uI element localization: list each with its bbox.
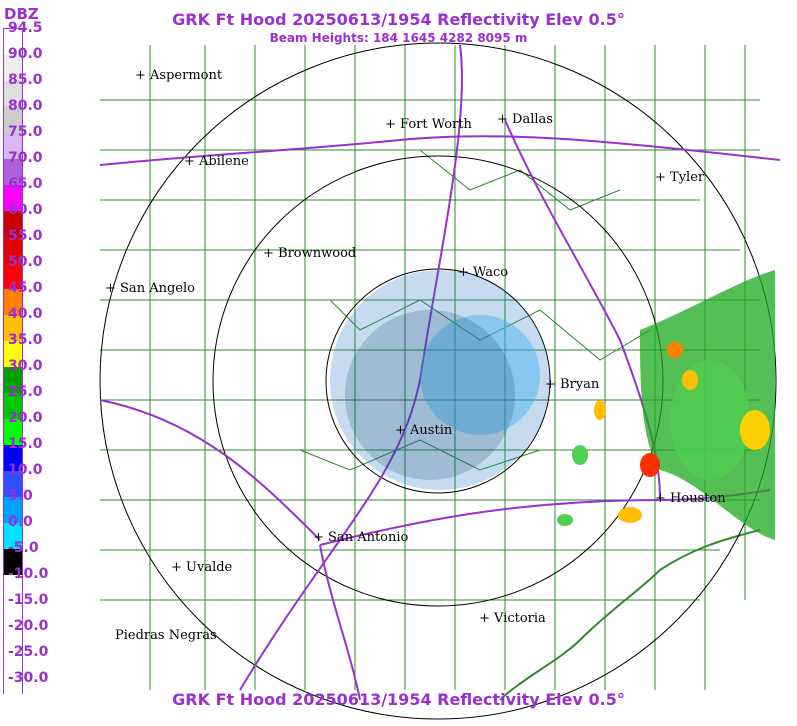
city-victoria: + Victoria [479, 611, 546, 626]
city-san-antonio: + San Antonio [313, 530, 409, 545]
city-houston: + Houston [655, 491, 726, 506]
legend-swatch [4, 497, 22, 523]
legend-swatch [4, 211, 22, 237]
legend-label: -30.0 [8, 670, 49, 686]
legend-unit: DBZ [4, 5, 39, 23]
legend-label: -25.0 [8, 644, 49, 660]
legend-label: 65.0 [8, 176, 43, 192]
legend-color-bar [3, 28, 23, 705]
legend-label: 85.0 [8, 72, 43, 88]
legend-label: 5.0 [8, 488, 33, 504]
city-bryan: + Bryan [545, 377, 600, 392]
city-aspermont: + Aspermont [135, 68, 223, 83]
legend-swatch [4, 159, 22, 185]
legend-label: 75.0 [8, 124, 43, 140]
legend-swatch [4, 29, 22, 55]
legend-swatch [4, 237, 22, 263]
legend-swatch [4, 185, 22, 211]
legend-label: 50.0 [8, 254, 43, 270]
legend-swatch [4, 263, 22, 289]
dbz-legend: DBZ 94.5 90.0 85.0 80.0 75.0 70.0 65.0 60.0 55.0… [0, 0, 48, 726]
city-abilene: + Abilene [184, 154, 249, 169]
legend-swatch [4, 341, 22, 367]
legend-swatch [4, 289, 22, 315]
city-austin: + Austin [395, 423, 453, 438]
reflectivity-echo-central [330, 270, 550, 490]
legend-label: 60.0 [8, 202, 43, 218]
legend-label: 45.0 [8, 280, 43, 296]
legend-swatch [4, 315, 22, 341]
legend-swatch [4, 445, 22, 471]
legend-label: 80.0 [8, 98, 43, 114]
legend-swatch [4, 523, 22, 549]
legend-label: 55.0 [8, 228, 43, 244]
legend-swatch [4, 601, 22, 627]
legend-label: 25.0 [8, 384, 43, 400]
city-piedras-negras: Piedras Negras [115, 628, 217, 643]
legend-swatch [4, 133, 22, 159]
legend-label: 40.0 [8, 306, 43, 322]
legend-swatch [4, 107, 22, 133]
legend-label: -20.0 [8, 618, 49, 634]
legend-swatch [4, 549, 22, 575]
city-brownwood: + Brownwood [263, 246, 357, 261]
county-lines [100, 45, 760, 690]
legend-label: 20.0 [8, 410, 43, 426]
city-san-angelo: + San Angelo [105, 281, 195, 296]
legend-label: -5.0 [8, 540, 39, 556]
legend-label: 10.0 [8, 462, 43, 478]
coastline [499, 529, 761, 701]
legend-label: 90.0 [8, 46, 43, 62]
legend-swatch [4, 627, 22, 653]
legend-swatch [4, 367, 22, 393]
legend-swatch [4, 471, 22, 497]
city-tyler: + Tyler [655, 170, 705, 185]
legend-label: -10.0 [8, 566, 49, 582]
legend-swatch [4, 653, 22, 679]
legend-swatch [4, 55, 22, 81]
map-title-bottom: GRK Ft Hood 20250613/1954 Reflectivity E… [172, 690, 625, 709]
legend-swatch [4, 81, 22, 107]
legend-swatch [4, 393, 22, 419]
beam-heights: Beam Heights: 184 1645 4282 8095 m [269, 31, 528, 45]
map-title: GRK Ft Hood 20250613/1954 Reflectivity E… [172, 10, 625, 29]
legend-label: -15.0 [8, 592, 49, 608]
legend-label: 15.0 [8, 436, 43, 452]
legend-swatch [4, 575, 22, 601]
legend-label: 94.5 [8, 20, 43, 36]
legend-label: 70.0 [8, 150, 43, 166]
legend-label: 30.0 [8, 358, 43, 374]
city-waco: + Waco [458, 265, 509, 280]
city-uvalde: + Uvalde [171, 560, 233, 575]
legend-swatch [4, 679, 22, 705]
reflectivity-echo-east [557, 270, 775, 540]
city-dallas: + Dallas [497, 112, 553, 127]
legend-label: 0.0 [8, 514, 33, 530]
legend-label: 35.0 [8, 332, 43, 348]
city-fort-worth: + Fort Worth [385, 117, 472, 132]
legend-swatch [4, 419, 22, 445]
